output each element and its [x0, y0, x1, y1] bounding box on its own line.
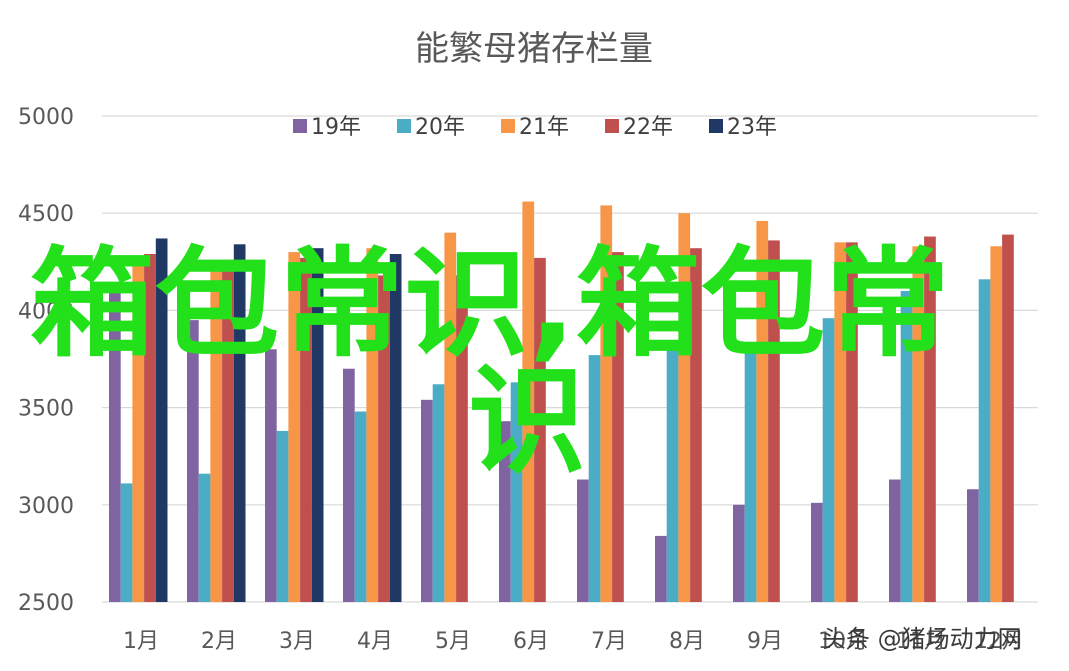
- x-tick-label: 9月: [747, 629, 783, 654]
- overlay-line-2: 识: [468, 352, 586, 490]
- bar-21年-10月: [834, 242, 847, 603]
- bar-19年-7月: [577, 479, 589, 602]
- y-axis-ticks: 2500 3000 3500 4000 4500 5000: [18, 105, 74, 616]
- bar-21年-9月: [756, 220, 769, 602]
- bar-22年-5月: [456, 275, 468, 602]
- bar-19年-5月: [421, 399, 433, 602]
- bar-19年-4月: [343, 368, 355, 602]
- bar-20年-4月: [354, 411, 367, 602]
- bar-21年-8月: [678, 213, 691, 602]
- x-tick-label: 4月: [357, 629, 393, 654]
- bar-19年-6月: [499, 421, 511, 602]
- bar-20年-8月: [666, 345, 679, 602]
- x-tick-label: 1月: [123, 629, 159, 654]
- bar-19年-12月: [967, 489, 979, 602]
- bar-19年-3月: [265, 349, 277, 602]
- y-tick-label: 2500: [18, 591, 74, 616]
- y-tick-label: 5000: [18, 105, 74, 130]
- watermark-text: 头条 @猪场动力网: [822, 625, 1022, 653]
- x-tick-label: 11月: [896, 629, 946, 654]
- y-tick-label: 3500: [18, 397, 74, 422]
- bar-21年-1月: [132, 255, 145, 602]
- bar-19年-9月: [733, 504, 745, 602]
- x-tick-label: 8月: [669, 629, 705, 654]
- overlay-line-1: 箱包常识,箱包常: [30, 235, 950, 373]
- legend-swatch: [397, 119, 411, 133]
- bar-20年-12月: [978, 279, 991, 602]
- y-tick-label: 4500: [18, 202, 74, 227]
- bar-20年-3月: [276, 430, 289, 602]
- x-axis-ticks: 1月 2月 3月 4月 5月 6月 7月 8月 9月 10月 11月 12月: [123, 629, 1024, 654]
- bar-21年-12月: [990, 246, 1003, 603]
- source-watermark: 头条 @猪场动力网: [822, 625, 1022, 653]
- x-tick-label: 7月: [591, 629, 627, 654]
- y-tick-label: 4000: [18, 299, 74, 324]
- legend-label: 23年: [727, 115, 777, 140]
- bar-20年-10月: [822, 318, 835, 602]
- legend-swatch: [501, 119, 515, 133]
- x-tick-label: 3月: [279, 629, 315, 654]
- bar-23年-1月: [155, 238, 168, 603]
- bar-21年-4月: [366, 248, 379, 602]
- bar-22年-10月: [846, 242, 858, 603]
- legend-swatch: [709, 119, 723, 133]
- bar-21年-7月: [600, 205, 613, 602]
- bar-20年-11月: [900, 290, 913, 602]
- bars: [109, 201, 1014, 603]
- legend-label: 19年: [311, 115, 361, 140]
- bar-22年-6月: [534, 257, 546, 602]
- bar-20年-1月: [120, 483, 133, 602]
- x-tick-label: 6月: [513, 629, 549, 654]
- bar-22年-9月: [768, 240, 780, 602]
- bar-22年-3月: [300, 257, 312, 602]
- bar-19年-2月: [187, 320, 199, 602]
- x-tick-label: 2月: [201, 629, 237, 654]
- bar-19年-1月: [109, 290, 121, 602]
- bar-21年-6月: [522, 201, 535, 602]
- legend-label: 22年: [623, 115, 673, 140]
- bar-22年-1月: [144, 254, 156, 603]
- bar-20年-7月: [588, 355, 601, 602]
- legend-swatch: [605, 119, 619, 133]
- bar-22年-8月: [690, 248, 702, 602]
- bar-21年-3月: [288, 252, 301, 602]
- chart-title: 能繁母猪存栏量: [415, 29, 653, 69]
- legend: 19年 20年 21年 22年 23年: [293, 115, 777, 140]
- x-tick-label: 5月: [435, 629, 471, 654]
- legend-swatch: [293, 119, 307, 133]
- bar-22年-12月: [1002, 234, 1014, 603]
- bar-21年-5月: [444, 232, 457, 602]
- bar-21年-11月: [912, 246, 925, 603]
- bar-20年-2月: [198, 473, 211, 602]
- bar-21年-2月: [210, 261, 223, 602]
- bar-22年-2月: [222, 259, 234, 602]
- bar-20年-5月: [432, 384, 445, 602]
- bar-20年-9月: [744, 343, 757, 602]
- x-tick-label: 10月: [818, 629, 868, 654]
- legend-label: 21年: [519, 115, 569, 140]
- gridlines: [102, 115, 1038, 603]
- overlay-watermark-text: 箱包常识,箱包常 识: [30, 235, 950, 490]
- x-tick-label: 12月: [974, 629, 1024, 654]
- bar-23年-4月: [389, 254, 402, 603]
- y-tick-label: 3000: [18, 494, 74, 519]
- bar-19年-10月: [811, 502, 823, 602]
- legend-label: 20年: [415, 115, 465, 140]
- bar-23年-2月: [233, 244, 246, 602]
- bar-22年-11月: [924, 236, 936, 602]
- bar-19年-8月: [655, 535, 667, 602]
- bar-19年-11月: [889, 479, 901, 602]
- bar-23年-3月: [311, 248, 324, 602]
- bar-22年-7月: [612, 252, 624, 602]
- bar-20年-6月: [510, 382, 523, 602]
- bar-22年-4月: [378, 275, 390, 602]
